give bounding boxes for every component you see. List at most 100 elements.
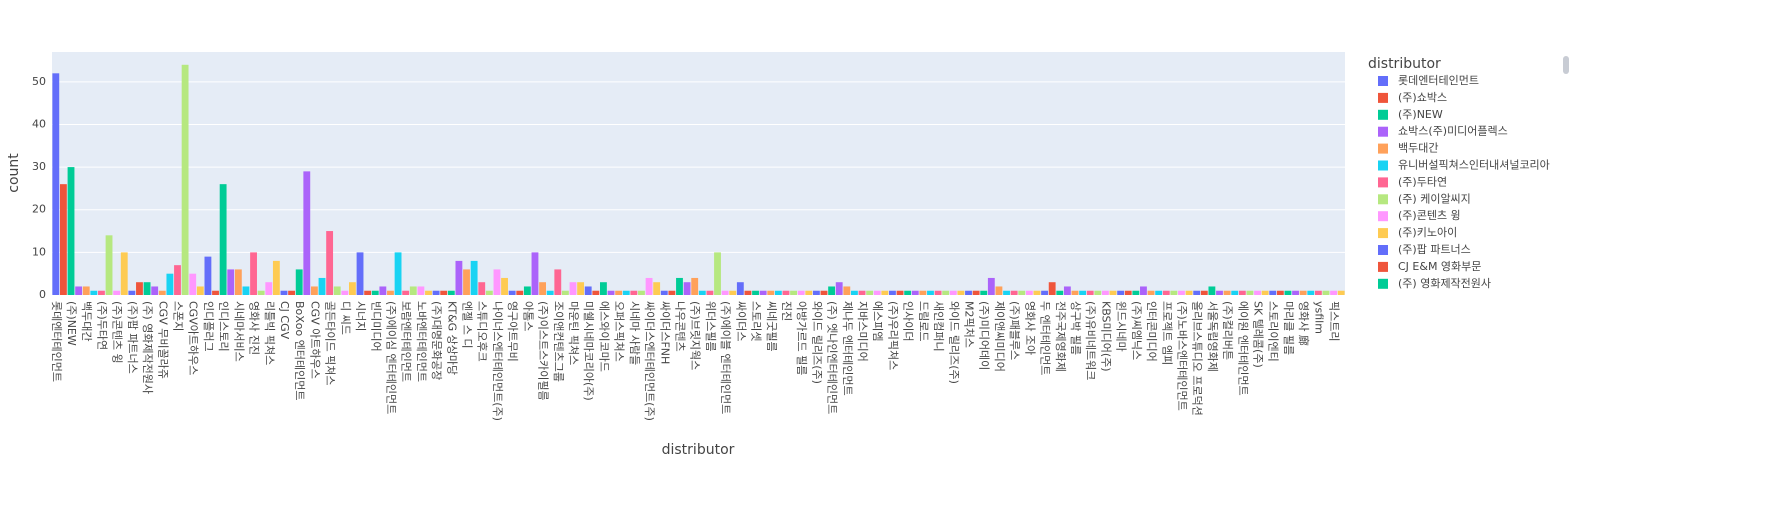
bar [387,290,394,295]
bar [942,290,950,295]
bar [584,286,592,295]
bar [1185,290,1193,295]
x-tick-label: KBS미디어(주) [1099,301,1112,372]
bar [934,290,942,295]
legend-label: (주)NEW [1398,108,1443,121]
bar [52,73,60,295]
legend-swatch [1378,245,1388,255]
x-tick-label: 전주국제영화제 [1054,301,1067,372]
x-tick-label: (주)미디어데이 [978,301,991,370]
bar [873,290,881,295]
y-tick-label: 0 [39,288,46,301]
bar [691,277,699,295]
y-axis-title: count [6,153,22,193]
x-tick-label: 인디스토리 [217,301,230,352]
x-tick-label: CJ CGV [278,301,291,340]
bar [683,282,691,295]
bar [212,290,219,295]
x-tick-label: SK 텔레콤(주) [1252,301,1265,368]
bar [1010,290,1018,295]
bar [1200,290,1208,295]
bar [1307,290,1315,295]
bar [151,286,159,295]
bar [1109,290,1117,295]
x-tick-label: ysfilm [1312,301,1325,334]
legend-scrollbar[interactable] [1563,56,1569,74]
bar [736,282,744,295]
bar [181,64,189,295]
bar [501,277,508,295]
bar [866,290,874,295]
legend-swatch [1378,261,1388,272]
bar [1063,286,1071,295]
x-tick-label: 스폰지 [171,301,184,331]
bar [1330,290,1338,295]
bar [714,252,721,295]
bar [828,286,836,295]
bar [143,282,151,295]
x-tick-label: 싸이더스엔터테인먼트(주) [643,301,656,421]
bar [600,282,607,295]
bar [1079,290,1087,295]
x-tick-label: 윈드시네마 [1115,301,1129,352]
bar [425,290,432,295]
legend-label: (주)콘텐츠 윙 [1398,209,1461,222]
bar [1269,290,1277,295]
x-tick-label: 픽스트리 [1328,301,1341,341]
x-tick-label: 디 씨드 [339,301,352,335]
bar [1254,290,1261,295]
bar [1276,290,1284,295]
x-tick-label: 리틀빅 픽쳐스 [263,301,276,365]
bar [957,290,965,295]
bar [1208,286,1216,295]
bar [546,290,554,295]
legend-swatch [1378,126,1388,137]
bar [1025,290,1033,295]
x-tick-label: 나이너스엔터테인먼트(주) [491,301,504,421]
bar [1223,290,1231,295]
bar [965,290,972,295]
legend-label: 롯데엔터테인먼트 [1398,74,1479,87]
x-tick-label: (주)대명문화공장 [430,301,443,380]
bar [310,286,318,295]
bar [288,290,296,295]
bar [706,290,714,295]
x-tick-label: 와이드 릴리즈(주) [810,301,823,384]
bar [1086,290,1094,295]
x-tick-label: (주)우리픽쳐스 [886,301,899,370]
bar [402,290,410,295]
bar [645,277,653,295]
plot-area [52,52,1345,295]
bar [820,290,828,295]
bar [1261,290,1269,295]
x-tick-label: 영구아트무비 [506,301,519,362]
bar [919,290,927,295]
legend-label: (주)두타연 [1398,175,1447,188]
bar [234,269,242,295]
bar [1140,286,1147,295]
bar [904,290,912,295]
bar [1041,290,1048,295]
bar [508,290,516,295]
bar [1155,290,1163,295]
legend-label: (주) 영화제작전원사 [1398,277,1491,290]
x-tick-label: 씨네굿필름 [765,301,778,352]
legend-label: (주) 케이알씨지 [1398,191,1471,205]
bar [166,273,174,295]
x-tick-label: 아방가르드 필름 [795,301,808,375]
x-tick-label: CGV 아트하우스 [308,301,322,379]
bar [1238,290,1246,295]
x-tick-label: 서울독립영화제 [1206,301,1219,372]
x-tick-label: 시네마서비스 [232,301,245,362]
x-tick-label: 에스와이코마드 [597,301,610,372]
bar [371,290,379,295]
x-tick-label: (주)컬리버튼 [1221,301,1234,360]
x-tick-label: 진진 [780,301,793,321]
bar [660,290,668,295]
bar [470,260,478,295]
bar [341,290,349,295]
bar [744,290,752,295]
x-tick-label: 영화사 廊 [1297,301,1311,346]
bar [417,286,425,295]
bar [1322,290,1330,295]
